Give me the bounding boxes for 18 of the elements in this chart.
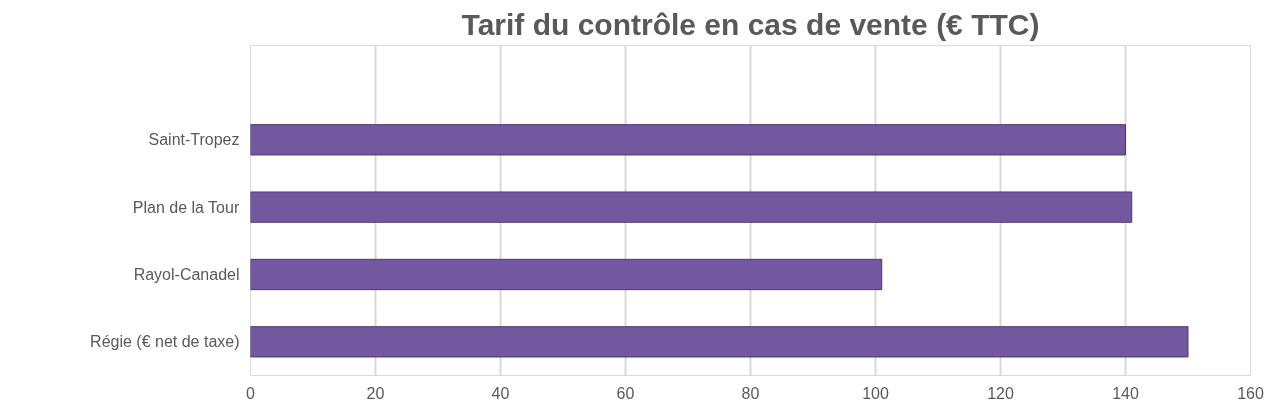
x-tick-label: 100 bbox=[862, 384, 889, 402]
x-tick-label: 60 bbox=[616, 384, 635, 402]
x-tick-label: 20 bbox=[366, 384, 385, 402]
x-tick-label: 140 bbox=[1112, 384, 1139, 402]
bar bbox=[250, 124, 1126, 156]
x-tick-label: 0 bbox=[246, 384, 256, 402]
chart-title: Tarif du contrôle en cas de vente (€ TTC) bbox=[461, 7, 1040, 41]
y-tick-label: Saint-Tropez bbox=[148, 131, 240, 149]
x-tick-label: 80 bbox=[741, 384, 760, 402]
x-tick-label: 40 bbox=[491, 384, 510, 402]
bar bbox=[250, 191, 1133, 223]
bar bbox=[250, 258, 883, 291]
x-tick-label: 160 bbox=[1237, 384, 1264, 402]
bar bbox=[250, 326, 1189, 358]
y-tick-label: Rayol-Canadel bbox=[133, 265, 240, 283]
x-tick-label: 120 bbox=[987, 384, 1014, 402]
y-tick-label: Plan de la Tour bbox=[132, 198, 240, 216]
y-tick-label: Régie (€ net de taxe) bbox=[90, 333, 240, 351]
